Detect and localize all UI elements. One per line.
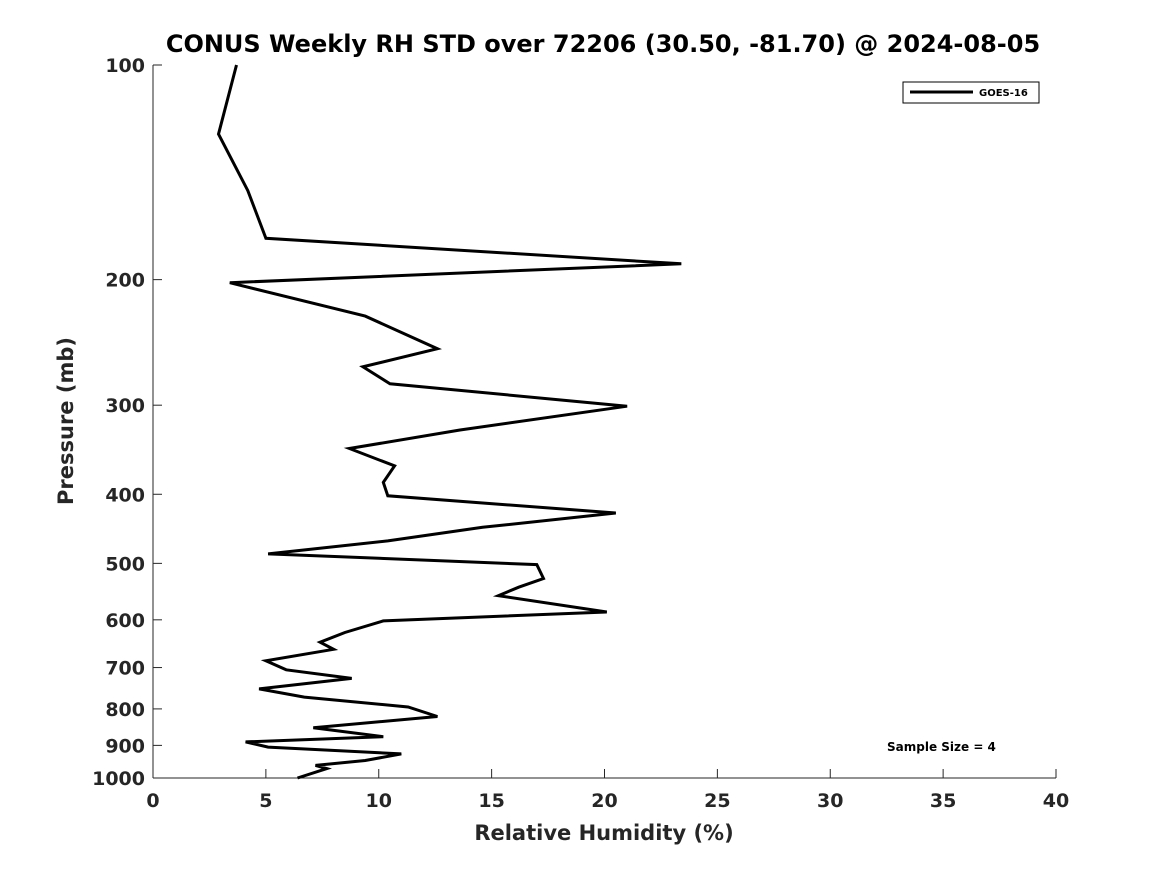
x-tick-label: 35 (930, 790, 956, 812)
y-tick-label: 300 (105, 395, 145, 417)
x-axis-label: Relative Humidity (%) (474, 821, 733, 845)
y-tick-label: 200 (105, 270, 145, 292)
x-tick-label: 30 (817, 790, 843, 812)
x-tick-label: 0 (146, 790, 159, 812)
y-axis-label: Pressure (mb) (54, 337, 78, 505)
x-tick-label: 20 (591, 790, 617, 812)
legend: GOES-16 (902, 81, 1040, 104)
series-lines (216, 64, 682, 780)
chart-title: CONUS Weekly RH STD over 72206 (30.50, -… (166, 30, 1040, 58)
series-line-goes-16 (216, 64, 682, 780)
x-tick-label: 10 (366, 790, 392, 812)
legend-entry: GOES-16 (979, 88, 1028, 99)
y-tick-label: 500 (105, 553, 145, 575)
y-tick-label: 700 (105, 658, 145, 680)
y-tick-label: 1000 (92, 768, 145, 790)
y-tick-label: 800 (105, 699, 145, 721)
axes (152, 64, 1057, 779)
x-tick-label: 40 (1043, 790, 1069, 812)
x-tick-label: 25 (704, 790, 730, 812)
y-tick-label: 100 (105, 55, 145, 77)
y-tick-label: 400 (105, 484, 145, 506)
tick-labels: 0 5 10 15 20 25 30 35 40 100 200 300 400 500 600 700 800… (92, 55, 1069, 812)
sample-size-annotation: Sample Size = 4 (887, 740, 996, 754)
x-tick-label: 5 (259, 790, 272, 812)
y-tick-label: 900 (105, 735, 145, 757)
x-tick-label: 15 (478, 790, 504, 812)
plot-area (153, 65, 1056, 778)
y-tick-label: 600 (105, 610, 145, 632)
